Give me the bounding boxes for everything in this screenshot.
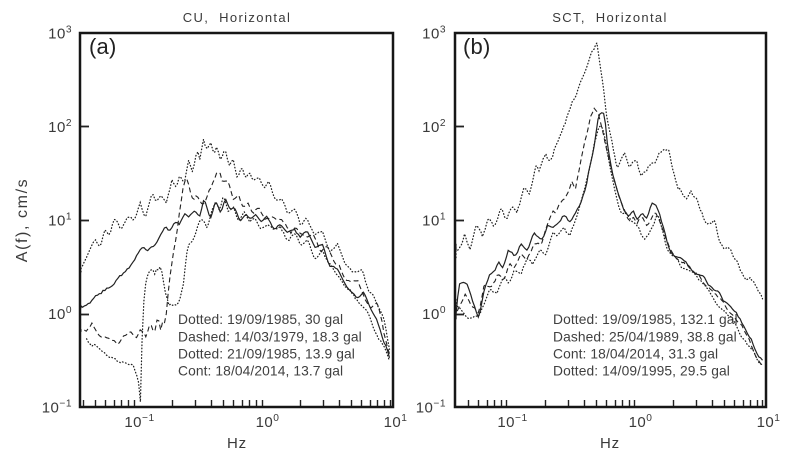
svg-text:101: 101	[48, 212, 72, 230]
svg-text:Dashed: 25/04/1989, 38.8 gal: Dashed: 25/04/1989, 38.8 gal	[553, 329, 737, 344]
svg-text:102: 102	[422, 118, 446, 136]
svg-text:Dotted: 21/09/1985, 13.9 gal: Dotted: 21/09/1985, 13.9 gal	[178, 346, 355, 361]
svg-text:103: 103	[48, 25, 72, 43]
svg-text:Dotted: 19/09/1985, 132.1 gal: Dotted: 19/09/1985, 132.1 gal	[553, 312, 738, 327]
svg-text:A(f), cm/s: A(f), cm/s	[14, 178, 31, 262]
svg-text:101: 101	[422, 212, 446, 230]
svg-text:100: 100	[48, 305, 72, 323]
svg-text:Hz: Hz	[227, 435, 247, 452]
svg-text:103: 103	[422, 25, 446, 43]
svg-text:Dotted: 14/09/1995, 29.5 gal: Dotted: 14/09/1995, 29.5 gal	[553, 364, 730, 379]
svg-text:Cont: 18/04/2014, 31.3 gal: Cont: 18/04/2014, 31.3 gal	[553, 346, 718, 361]
svg-text:SCT, Horizontal: SCT, Horizontal	[552, 10, 668, 25]
svg-text:Dashed: 14/03/1979, 18.3 gal: Dashed: 14/03/1979, 18.3 gal	[178, 329, 362, 344]
svg-text:Cont: 18/04/2014, 13.7 gal: Cont: 18/04/2014, 13.7 gal	[178, 364, 343, 379]
svg-text:CU, Horizontal: CU, Horizontal	[183, 10, 291, 25]
svg-text:100: 100	[256, 413, 280, 431]
svg-text:(b): (b)	[463, 34, 491, 59]
svg-text:Hz: Hz	[600, 435, 620, 452]
svg-text:100: 100	[422, 305, 446, 323]
svg-text:100: 100	[629, 413, 653, 431]
svg-text:102: 102	[48, 118, 72, 136]
svg-text:(a): (a)	[89, 34, 117, 59]
svg-text:Dotted: 19/09/1985, 30 gal: Dotted: 19/09/1985, 30 gal	[178, 312, 343, 327]
svg-text:101: 101	[757, 413, 781, 431]
svg-text:101: 101	[384, 413, 408, 431]
